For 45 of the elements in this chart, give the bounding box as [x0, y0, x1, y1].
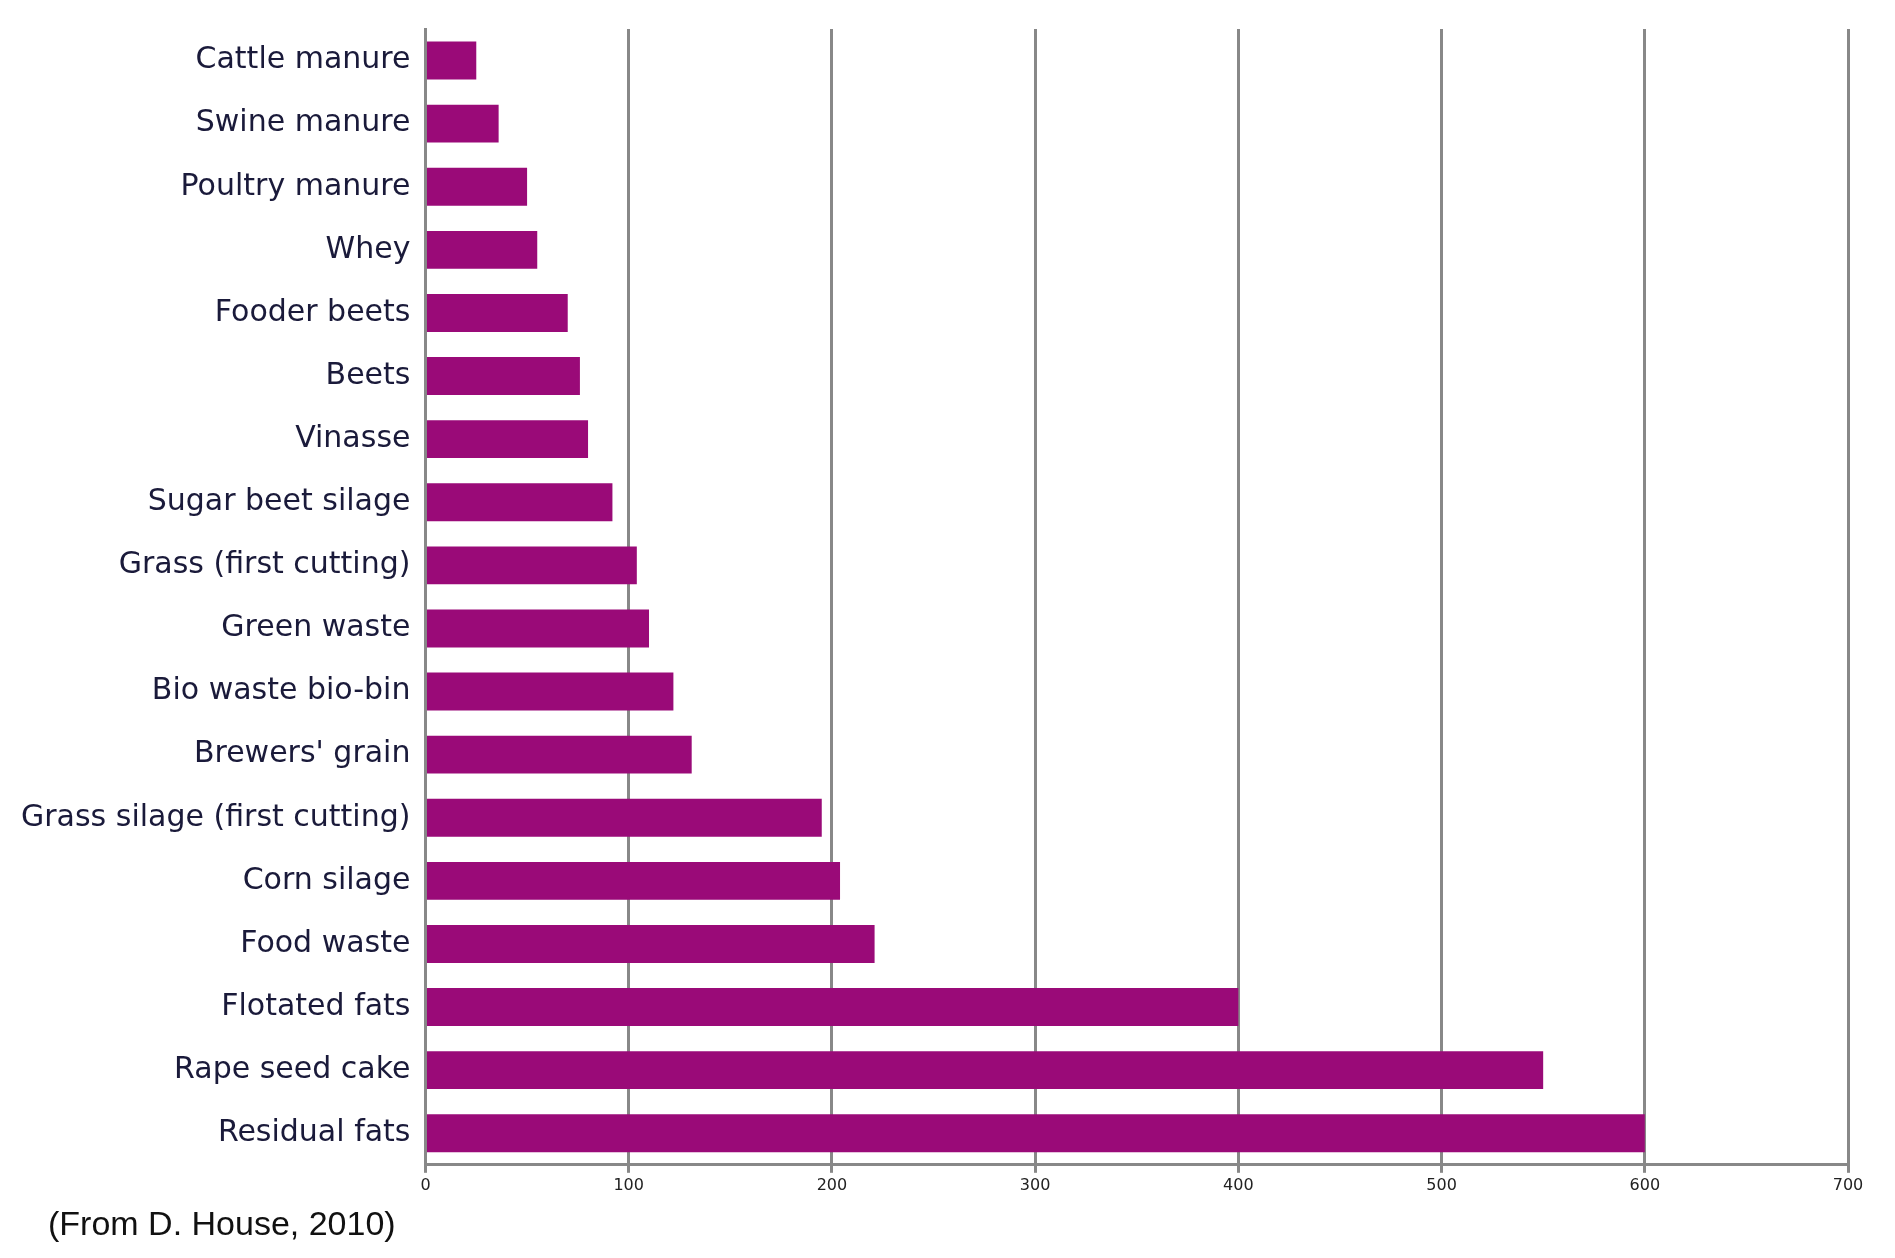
- bar: [426, 1051, 1544, 1090]
- bar: [426, 420, 589, 459]
- bar: [426, 546, 637, 585]
- bar: [426, 167, 528, 206]
- y-tick-label: Food waste: [240, 923, 411, 959]
- y-tick-label: Rape seed cake: [174, 1049, 411, 1085]
- bar: [426, 357, 580, 395]
- bar: [426, 798, 822, 837]
- bar: [426, 483, 613, 522]
- y-tick-label: Green waste: [221, 608, 411, 644]
- x-tick-label: 500: [1426, 1174, 1457, 1194]
- y-tick-label: Whey: [325, 229, 411, 265]
- bar: [426, 1114, 1645, 1153]
- bar: [426, 672, 674, 711]
- bar: [426, 925, 875, 963]
- y-tick-label: Swine manure: [195, 103, 411, 139]
- x-tick-label: 300: [1019, 1174, 1051, 1194]
- x-tick-label: 400: [1223, 1174, 1254, 1194]
- x-tick-label: 700: [1832, 1174, 1864, 1194]
- bar: [426, 41, 477, 80]
- bar: [426, 609, 650, 648]
- x-tick-label: 100: [613, 1174, 644, 1194]
- y-tick-label: Cattle manure: [195, 40, 411, 76]
- y-tick-label: Fooder beets: [214, 292, 411, 328]
- bar: [426, 104, 499, 143]
- y-tick-label: Residual fats: [217, 1113, 411, 1149]
- y-tick-label: Grass silage (first cutting): [20, 797, 411, 833]
- y-tick-label: Bio waste bio-bin: [151, 671, 411, 707]
- x-tick-label: 600: [1629, 1174, 1661, 1194]
- y-tick-label: Sugar beet silage: [147, 482, 411, 518]
- bar: [426, 294, 568, 332]
- y-tick-label: Vinasse: [295, 418, 411, 454]
- y-tick-label: Poultry manure: [180, 166, 411, 202]
- bar: [426, 861, 841, 900]
- y-tick-label: Flotated fats: [221, 986, 411, 1022]
- bar: [426, 230, 538, 269]
- bar: [426, 988, 1239, 1026]
- y-tick-label: Grass (first cutting): [118, 545, 411, 581]
- bar: [426, 735, 692, 774]
- x-tick-label: 0: [420, 1174, 431, 1194]
- text: (From D. House, 2010): [48, 1204, 396, 1243]
- y-tick-label: Corn silage: [242, 860, 411, 896]
- y-tick-label: Brewers' grain: [193, 734, 411, 770]
- x-tick-label: 200: [816, 1174, 848, 1194]
- y-tick-label: Beets: [325, 355, 411, 391]
